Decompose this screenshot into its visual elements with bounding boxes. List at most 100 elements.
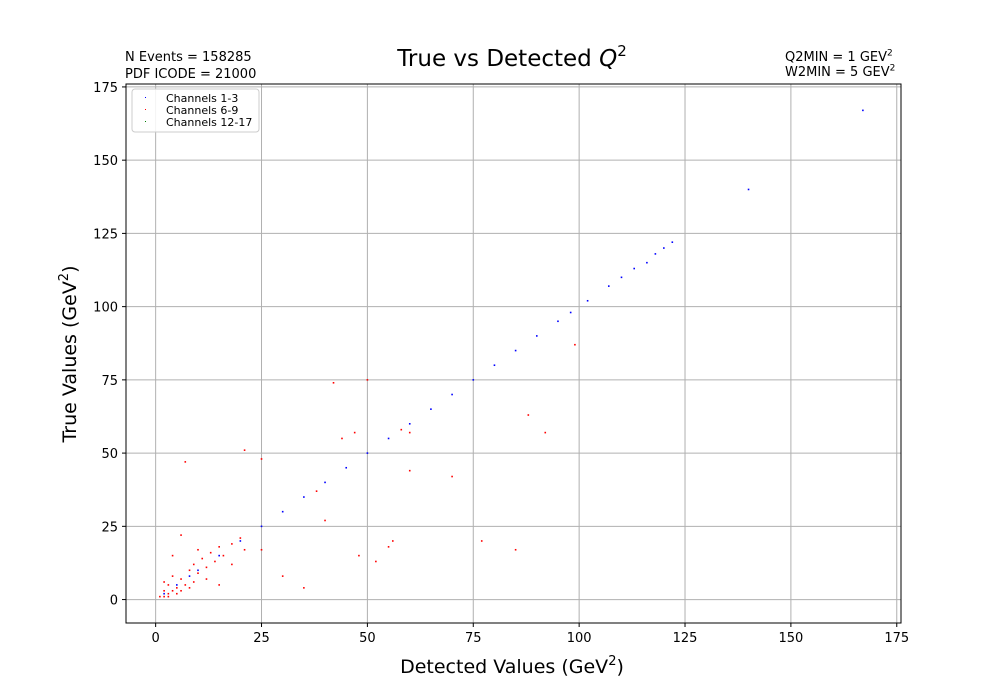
data-point xyxy=(408,423,411,425)
x-tick-label: 125 xyxy=(673,631,698,646)
legend-marker-channels-6-9 xyxy=(145,109,146,110)
data-point xyxy=(341,437,343,440)
data-point xyxy=(231,543,233,545)
pdf-icode-label: PDF ICODE = 21000 xyxy=(125,67,257,82)
data-point xyxy=(493,364,496,367)
data-point xyxy=(375,560,377,563)
data-point xyxy=(260,525,263,528)
data-point xyxy=(180,534,182,536)
data-point xyxy=(163,589,165,592)
data-point xyxy=(586,299,589,302)
x-tick-label: 0 xyxy=(152,631,160,646)
data-point xyxy=(197,572,199,575)
data-point xyxy=(569,311,572,314)
legend-box xyxy=(131,88,260,133)
x-tick-label: 50 xyxy=(359,631,376,646)
legend-marker-channels-1-3 xyxy=(145,97,146,98)
x-tick-label: 100 xyxy=(567,631,592,646)
y-axis-label: True Values (GeV2) xyxy=(57,265,81,443)
grid-lines xyxy=(126,84,901,623)
events-count-label: N Events = 158285 xyxy=(125,50,252,65)
data-point xyxy=(205,578,208,580)
data-point xyxy=(574,343,576,346)
data-point xyxy=(366,452,369,454)
data-point xyxy=(392,540,394,542)
legend-label-channels-12-17: Channels 12-17 xyxy=(166,116,252,129)
data-point xyxy=(163,595,165,598)
data-point xyxy=(747,188,750,191)
data-point xyxy=(159,595,161,598)
data-point xyxy=(544,431,547,434)
data-point xyxy=(218,546,220,548)
y-tick-label: 125 xyxy=(93,227,118,242)
data-point xyxy=(408,431,411,434)
data-point xyxy=(163,581,165,583)
data-point xyxy=(514,349,517,352)
data-point xyxy=(218,554,220,557)
y-tick-label: 0 xyxy=(110,594,118,609)
data-point xyxy=(557,320,559,323)
x-tick-label: 150 xyxy=(778,631,803,646)
data-point xyxy=(184,461,187,463)
data-point xyxy=(315,490,318,492)
data-point xyxy=(243,449,246,451)
data-point xyxy=(408,469,411,472)
data-point xyxy=(358,554,360,557)
data-point xyxy=(180,589,182,592)
data-point xyxy=(324,519,326,522)
data-point xyxy=(535,335,538,337)
data-point xyxy=(281,510,284,513)
data-point xyxy=(231,563,233,566)
data-point xyxy=(451,393,453,396)
x-tick-label: 75 xyxy=(465,631,482,646)
data-point xyxy=(281,575,284,577)
axis-ticks: 0 25 50 75 100 125 150 175 0 25 50 75 100 125 150 175 xyxy=(93,81,909,646)
x-axis-label: Detected Values (GeV2) xyxy=(400,654,624,678)
data-point xyxy=(214,560,216,563)
data-point xyxy=(663,247,665,249)
data-point xyxy=(176,584,178,586)
data-point xyxy=(633,267,635,270)
data-point xyxy=(345,466,348,469)
data-point xyxy=(480,540,483,542)
data-point xyxy=(192,581,195,583)
data-point xyxy=(205,566,208,569)
data-point xyxy=(303,587,305,589)
data-point xyxy=(332,381,335,384)
data-point xyxy=(197,548,199,551)
data-point xyxy=(303,496,305,498)
data-point xyxy=(184,584,187,586)
data-point xyxy=(201,557,204,560)
chart-title-text: True vs Detected xyxy=(396,46,599,72)
y-tick-label: 175 xyxy=(93,81,118,96)
data-point xyxy=(188,587,191,589)
data-point xyxy=(218,584,220,586)
data-point xyxy=(188,569,191,572)
data-point xyxy=(862,109,864,112)
x-tick-label: 25 xyxy=(253,631,270,646)
data-point xyxy=(239,540,242,542)
data-point xyxy=(188,575,191,577)
data-point xyxy=(387,437,390,440)
x-tick-label: 175 xyxy=(884,631,909,646)
data-point xyxy=(527,414,530,416)
legend-label-channels-6-9: Channels 6-9 xyxy=(166,104,238,117)
legend-label-channels-1-3: Channels 1-3 xyxy=(166,92,238,105)
data-point xyxy=(366,379,369,381)
data-point xyxy=(176,592,178,595)
chart-title-superscript: 2 xyxy=(617,42,627,60)
y-tick-label: 150 xyxy=(93,154,118,169)
w2min-label: W2MIN = 5 GEV2 xyxy=(785,63,896,80)
data-point xyxy=(324,481,326,484)
data-point xyxy=(167,592,170,595)
data-point xyxy=(176,587,178,589)
legend: Channels 1-3 Channels 6-9 Channels 12-17 xyxy=(131,88,260,133)
data-point xyxy=(451,475,453,478)
data-point xyxy=(167,584,170,586)
y-tick-label: 50 xyxy=(101,447,118,462)
y-tick-label: 100 xyxy=(93,301,118,316)
data-point xyxy=(222,554,225,557)
y-tick-label: 75 xyxy=(101,374,118,389)
data-point xyxy=(387,546,390,548)
